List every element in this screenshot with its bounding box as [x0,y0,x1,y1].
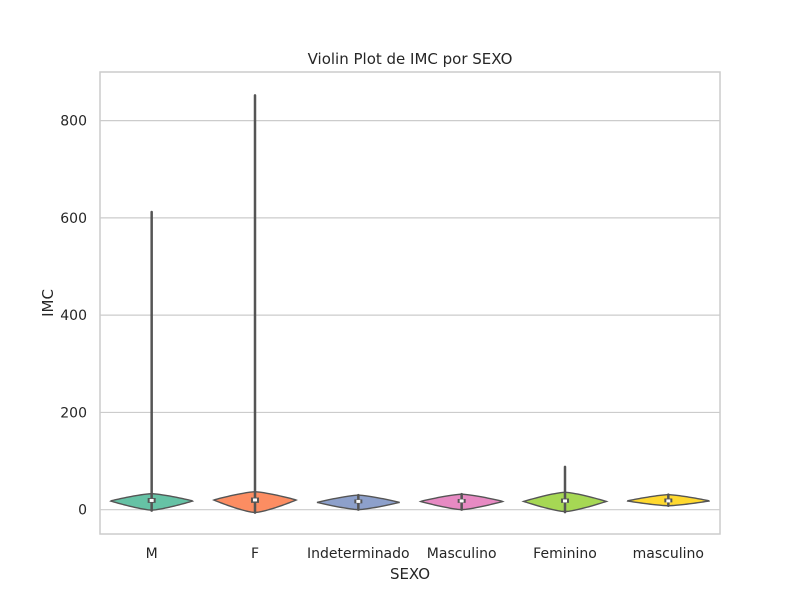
violin-median [666,499,671,503]
violin-median [253,498,257,502]
violin-masculino [626,493,711,508]
violin-Indeterminado [316,493,400,511]
y-tick-label: 400 [60,308,87,324]
violin-M [109,210,195,512]
x-tick-labels: M F Indeterminado Masculino Feminino masculin… [146,546,704,562]
y-tick-label: 600 [60,211,87,227]
violin-median [459,499,464,503]
violin-median [149,498,154,502]
violins [109,94,711,514]
y-axis-label: IMC [39,289,57,317]
x-tick-label: masculino [633,546,704,562]
chart-title: Violin Plot de IMC por SEXO [308,50,513,68]
x-tick-label: Feminino [533,546,597,562]
violin-median [563,499,567,503]
x-tick-label: Masculino [427,546,497,562]
y-tick-labels: 0 200 400 600 800 [60,114,87,519]
x-tick-label: F [251,546,259,562]
violin-Masculino [418,492,505,511]
grid-lines [100,120,720,511]
y-tick-label: 800 [60,114,87,130]
x-axis-label: SEXO [390,565,430,583]
y-tick-label: 200 [60,405,87,421]
x-tick-label: Indeterminado [307,546,410,562]
violin-median [356,499,361,503]
y-tick-label: 0 [78,503,87,519]
plot-frame [99,71,721,535]
violin-F [212,94,298,514]
violin-Feminino [521,465,609,514]
x-tick-label: M [146,546,158,562]
